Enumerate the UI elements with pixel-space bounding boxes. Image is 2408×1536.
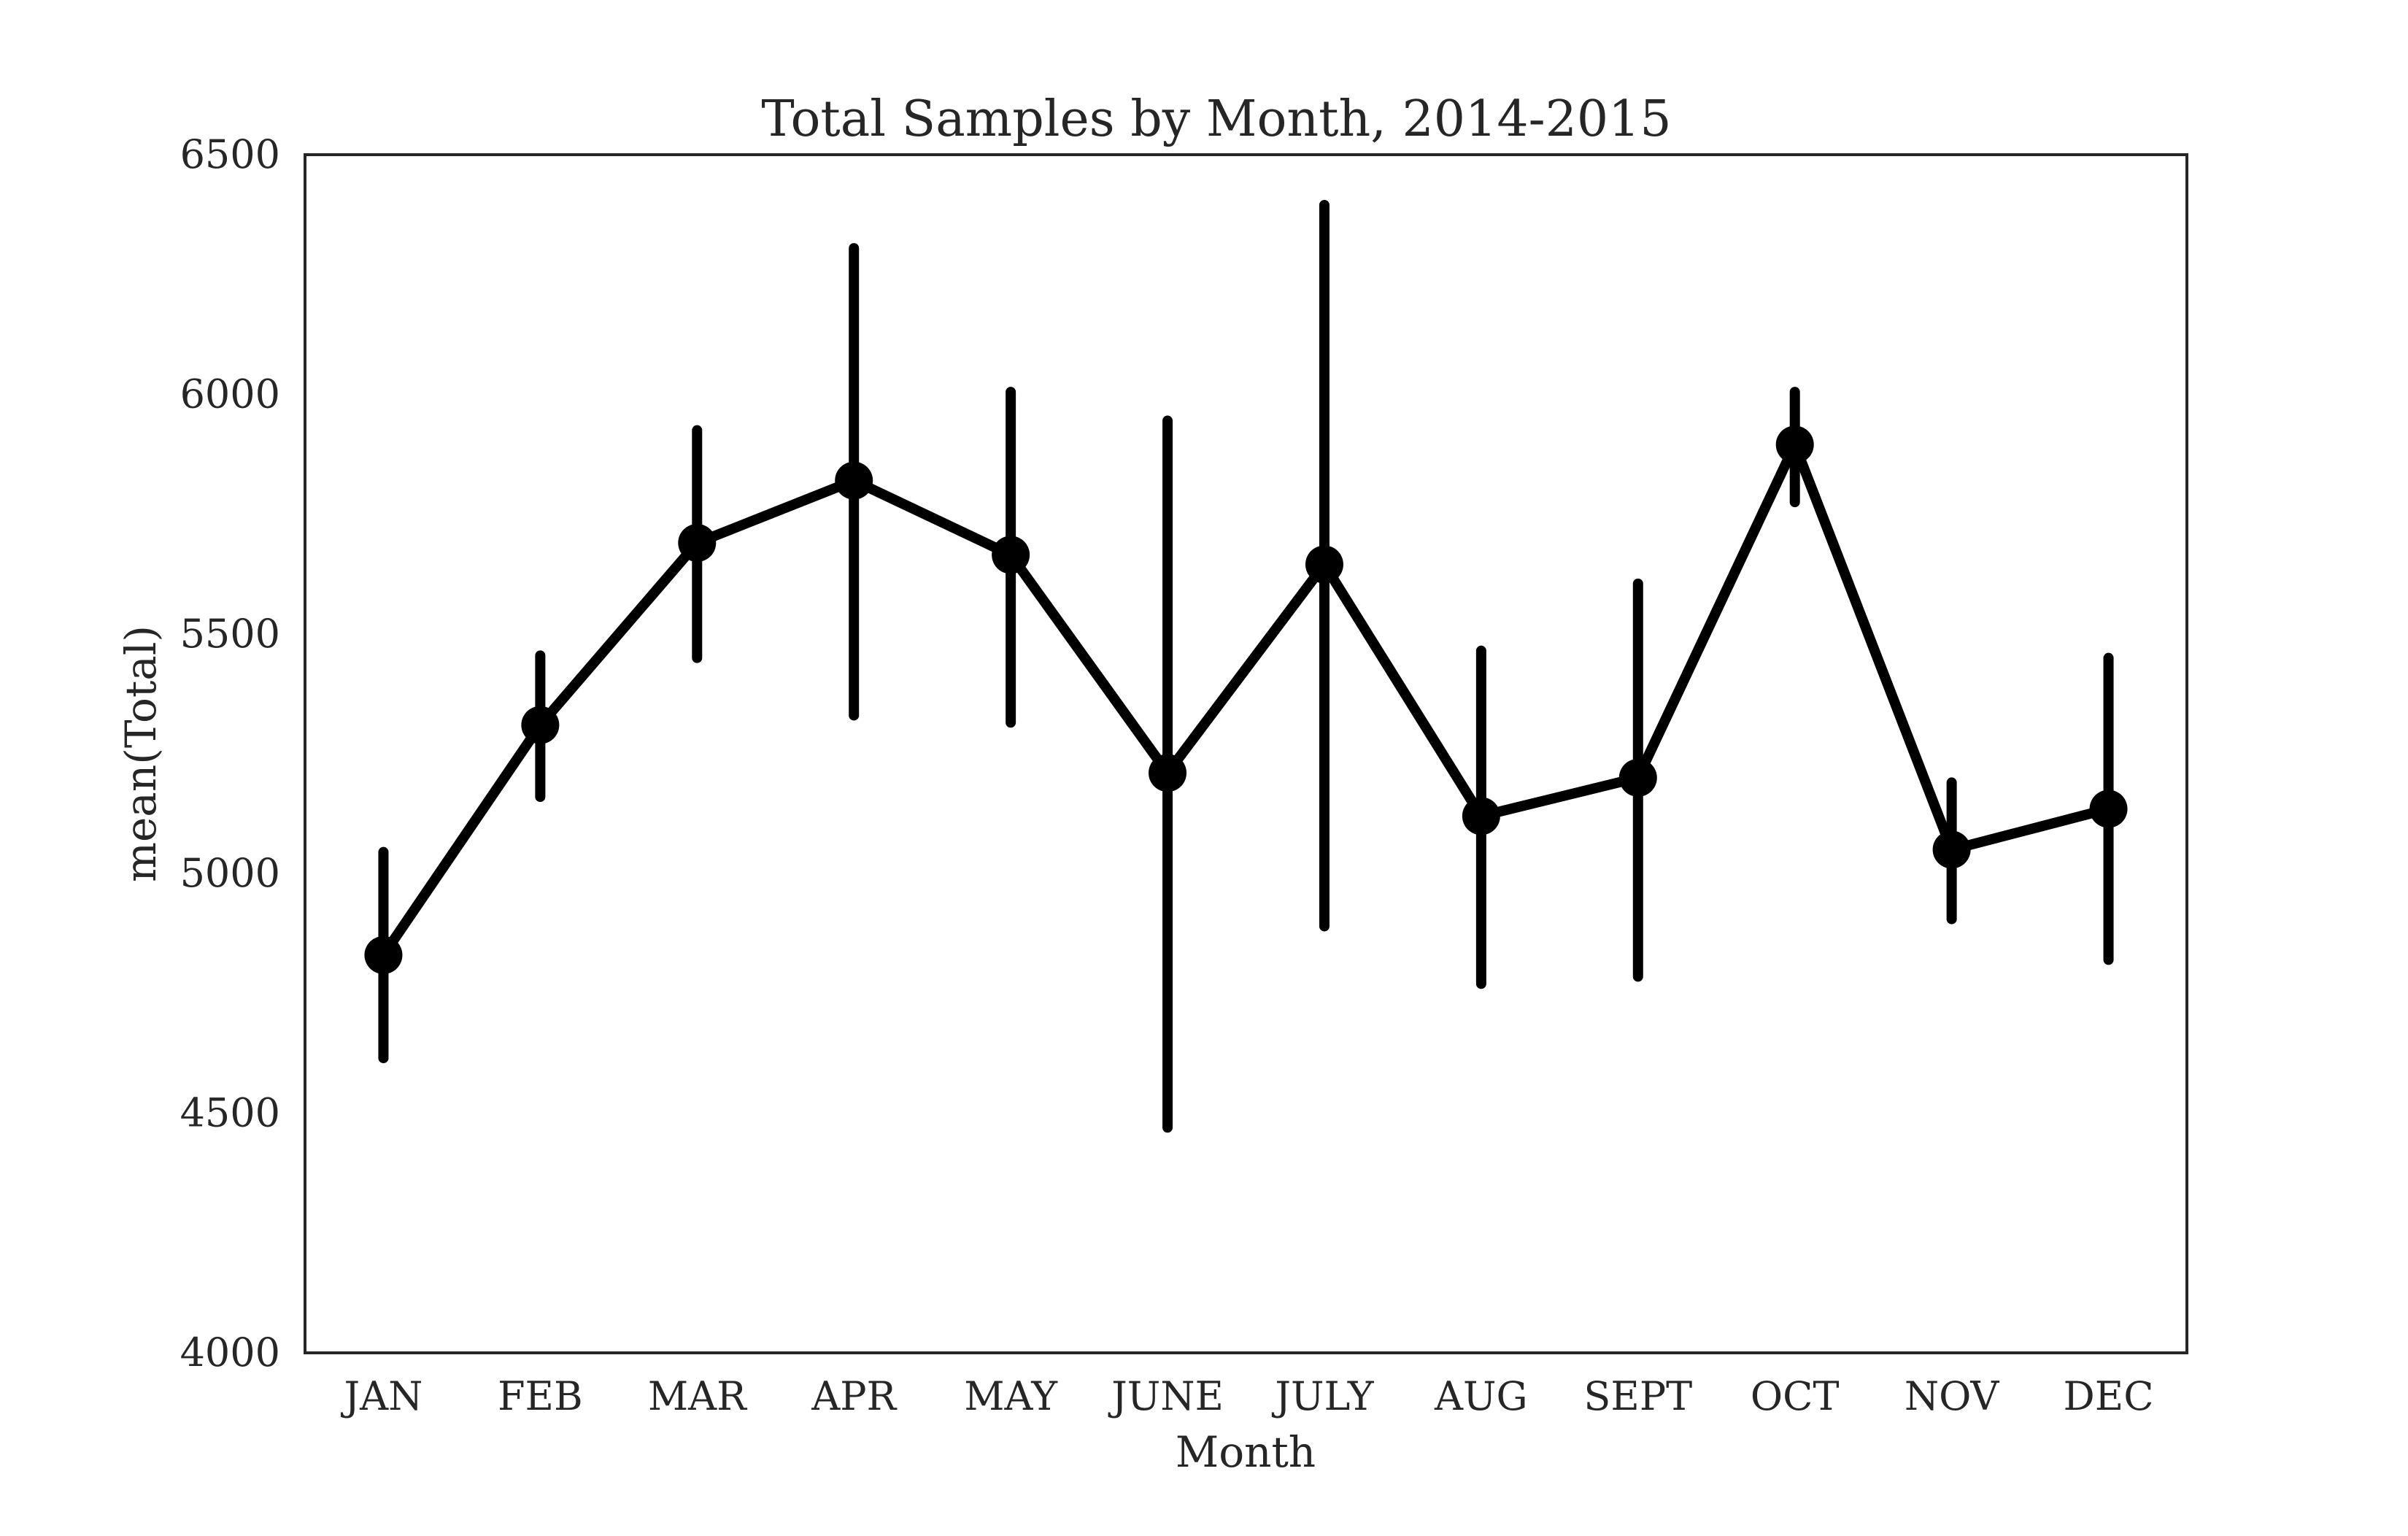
y-tick-label: 6500 bbox=[180, 131, 280, 177]
y-tick-label: 5500 bbox=[180, 611, 280, 657]
y-tick-label: 4500 bbox=[180, 1090, 280, 1136]
x-tick-label: JUNE bbox=[1108, 1373, 1224, 1419]
x-tick-label: DEC bbox=[2064, 1373, 2154, 1419]
y-tick-label: 4000 bbox=[180, 1329, 280, 1375]
data-point bbox=[1305, 545, 1343, 584]
y-tick-label: 6000 bbox=[180, 371, 280, 417]
x-tick-label: SEPT bbox=[1583, 1373, 1692, 1419]
x-tick-label: JULY bbox=[1271, 1373, 1375, 1419]
data-point bbox=[521, 706, 560, 744]
x-tick-label: APR bbox=[811, 1373, 897, 1419]
x-tick-label: OCT bbox=[1751, 1373, 1840, 1419]
data-point bbox=[2089, 790, 2128, 828]
x-axis-ticks: JAN FEB MAR APR MAY JUNE JULY AUG SEPT OCT NOV DEC bbox=[341, 1373, 2154, 1419]
chart-title: Total Samples by Month, 2014-2015 bbox=[761, 90, 1671, 148]
series-line bbox=[378, 439, 2114, 960]
x-tick-label: AUG bbox=[1434, 1373, 1528, 1419]
data-point bbox=[1462, 797, 1500, 835]
plot-frame bbox=[304, 153, 2188, 1354]
x-tick-label: FEB bbox=[498, 1373, 583, 1419]
x-axis-label: Month bbox=[1176, 1427, 1316, 1477]
data-point bbox=[364, 935, 403, 974]
series-line-layer bbox=[378, 439, 2114, 960]
data-point bbox=[1149, 754, 1187, 792]
data-points bbox=[364, 425, 2128, 974]
y-axis-label: mean(Total) bbox=[116, 625, 166, 882]
x-tick-label: JAN bbox=[341, 1373, 423, 1419]
data-point bbox=[1775, 425, 1814, 464]
data-point bbox=[1932, 830, 1971, 869]
x-tick-label: NOV bbox=[1905, 1373, 2000, 1419]
data-point bbox=[992, 536, 1030, 574]
data-point bbox=[678, 524, 717, 563]
x-tick-label: MAR bbox=[648, 1373, 747, 1419]
y-axis-ticks: 4000 4500 5000 5500 6000 6500 bbox=[180, 131, 280, 1375]
x-tick-label: MAY bbox=[964, 1373, 1058, 1419]
data-point bbox=[1618, 758, 1657, 797]
y-tick-label: 5000 bbox=[180, 850, 280, 896]
data-point bbox=[835, 461, 873, 500]
